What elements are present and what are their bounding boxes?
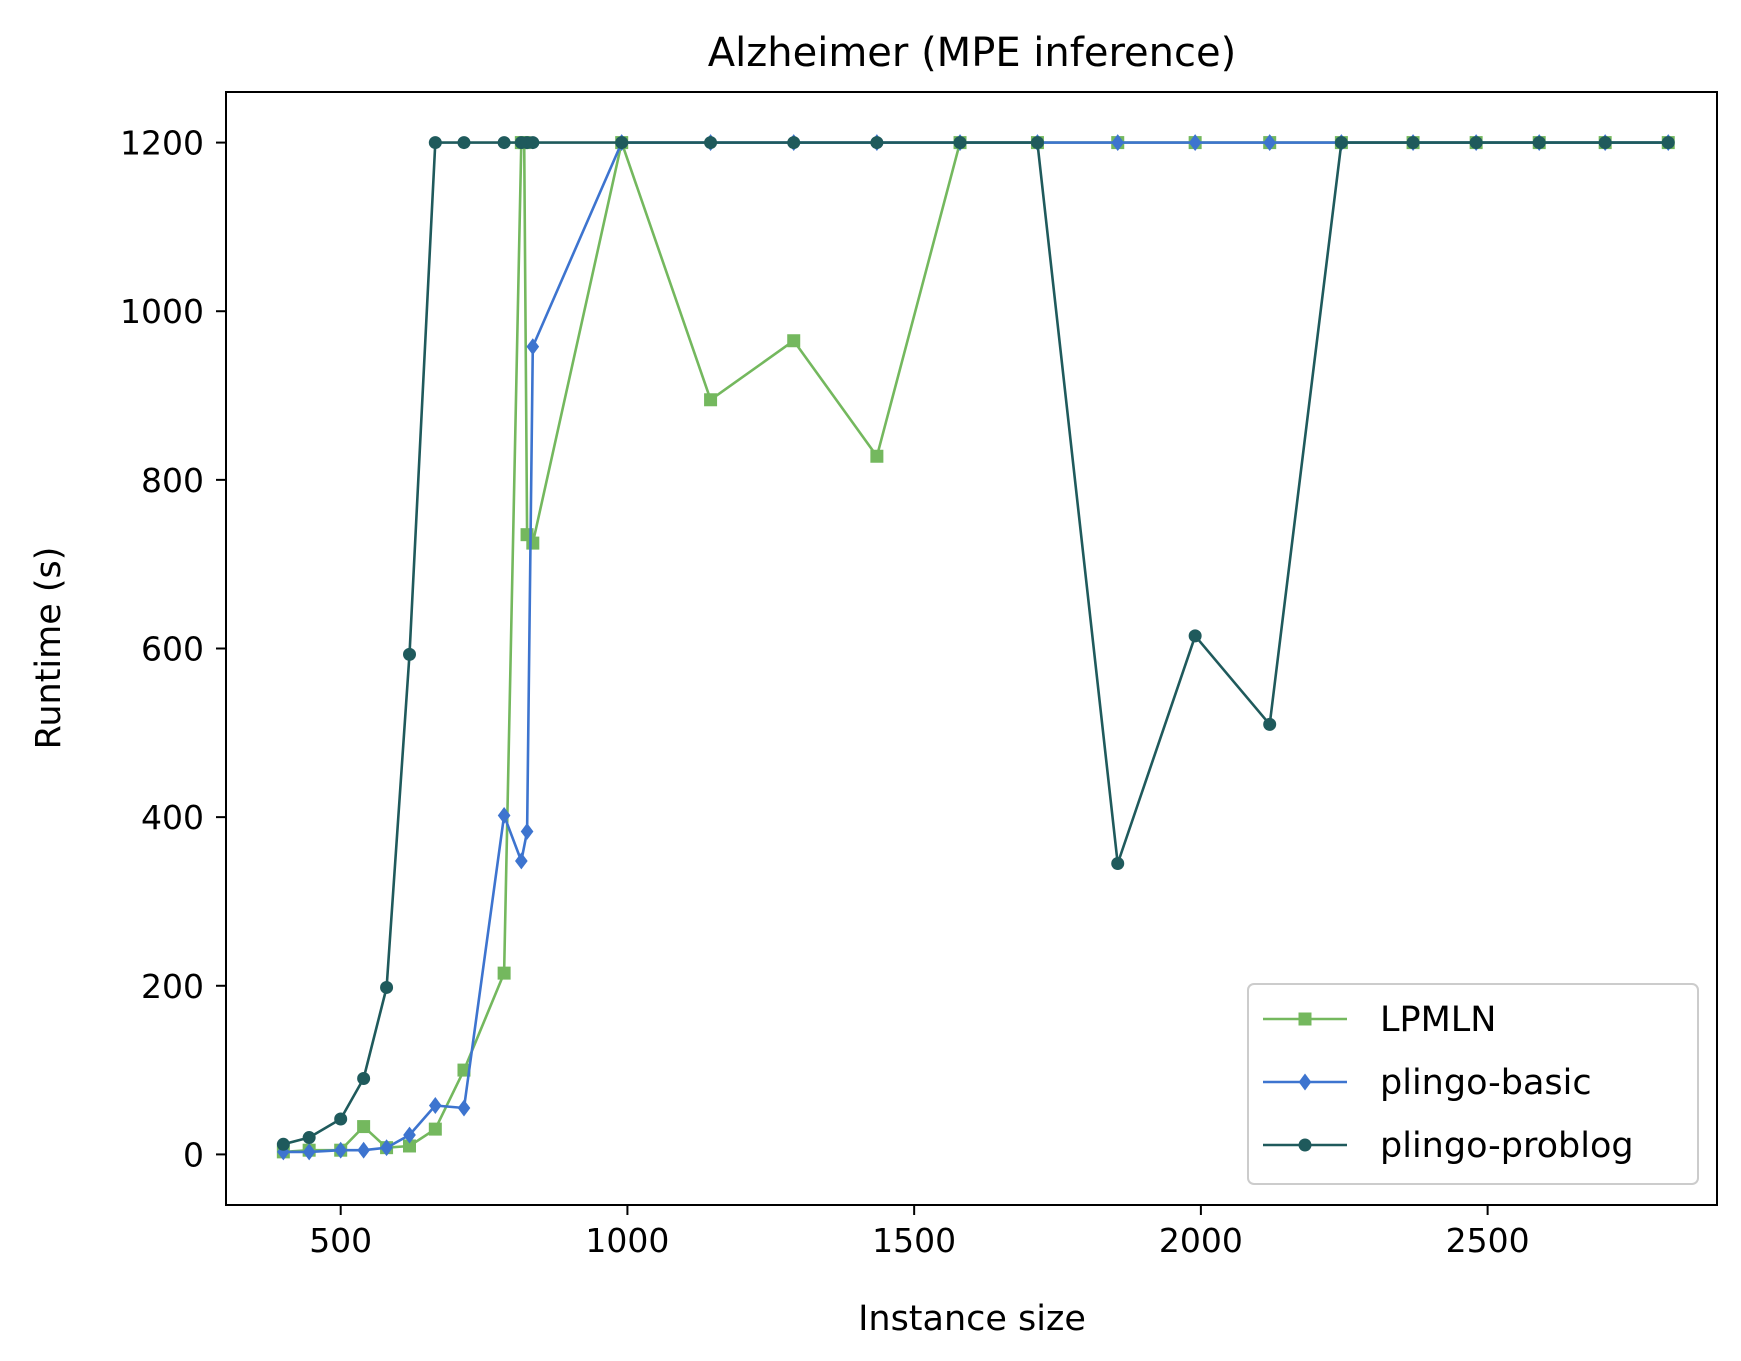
y-tick-label: 1200 — [120, 124, 204, 163]
series-layer — [276, 134, 1675, 1161]
x-tick-label: 1500 — [872, 1221, 956, 1260]
legend-marker-plingo-problog — [1298, 1138, 1312, 1152]
legend-marker-lpmln — [1298, 1012, 1312, 1026]
y-tick-label: 200 — [141, 967, 204, 1006]
data-point-plingo-problog — [276, 1137, 290, 1151]
data-point-plingo-problog — [1188, 629, 1202, 643]
data-point-plingo-problog — [1263, 717, 1277, 731]
data-point-lpmln — [870, 449, 884, 463]
legend-label-plingo-basic: plingo-basic — [1380, 1063, 1592, 1103]
y-tick-label: 0 — [183, 1135, 204, 1174]
data-point-lpmln — [497, 966, 511, 980]
series-plingo-problog — [276, 136, 1675, 1151]
x-tick-label: 2000 — [1159, 1221, 1243, 1260]
data-point-plingo-problog — [334, 1112, 348, 1126]
data-point-plingo-problog — [403, 647, 417, 661]
data-point-plingo-problog — [1406, 136, 1420, 150]
data-point-plingo-basic — [526, 338, 540, 356]
data-point-lpmln — [704, 393, 718, 407]
legend: LPMLN plingo-basic plingo-problog — [1247, 983, 1699, 1185]
data-point-lpmln — [403, 1139, 417, 1153]
data-point-plingo-problog — [1598, 136, 1612, 150]
data-point-plingo-basic — [1263, 134, 1277, 152]
legend-label-plingo-problog: plingo-problog — [1380, 1126, 1634, 1166]
x-axis-label: Instance size — [858, 1299, 1086, 1339]
data-point-plingo-problog — [870, 136, 884, 150]
data-point-plingo-problog — [302, 1131, 316, 1145]
data-point-plingo-problog — [497, 136, 511, 150]
data-point-plingo-problog — [787, 136, 801, 150]
data-point-plingo-basic — [497, 807, 511, 824]
data-point-plingo-basic — [1188, 134, 1202, 152]
legend-box — [1247, 983, 1699, 1185]
y-tick-label: 400 — [141, 798, 204, 837]
data-point-lpmln — [357, 1120, 371, 1134]
data-point-plingo-problog — [357, 1072, 371, 1086]
data-point-plingo-basic — [302, 1143, 316, 1161]
data-point-plingo-basic — [1111, 134, 1125, 152]
data-point-lpmln — [526, 536, 540, 550]
data-point-plingo-problog — [380, 980, 394, 994]
data-point-plingo-basic — [403, 1126, 416, 1144]
data-point-plingo-basic — [428, 1097, 442, 1114]
chart-title: Alzheimer (MPE inference) — [708, 30, 1236, 76]
x-axis: 500 1000 1500 2000 2500 — [309, 1205, 1530, 1260]
y-axis: 0 200 400 600 800 1000 1200 — [120, 124, 226, 1174]
data-point-plingo-basic — [334, 1141, 348, 1159]
y-tick-label: 600 — [141, 630, 204, 669]
y-tick-label: 800 — [141, 461, 204, 500]
data-point-plingo-basic — [357, 1141, 370, 1159]
data-point-plingo-problog — [1532, 136, 1546, 150]
y-axis-label: Runtime (s) — [29, 547, 69, 750]
data-point-lpmln — [787, 334, 801, 348]
data-point-plingo-basic — [380, 1139, 393, 1157]
data-point-plingo-problog — [704, 136, 718, 150]
data-point-lpmln — [428, 1122, 442, 1136]
data-point-plingo-basic — [514, 852, 528, 870]
data-point-plingo-problog — [1661, 136, 1675, 150]
data-point-plingo-basic — [457, 1099, 471, 1117]
x-tick-label: 500 — [309, 1221, 372, 1260]
data-point-plingo-problog — [526, 136, 540, 150]
data-point-plingo-problog — [1334, 136, 1348, 150]
data-point-plingo-problog — [1030, 136, 1044, 150]
data-point-plingo-problog — [428, 136, 442, 150]
x-tick-label: 2500 — [1446, 1221, 1530, 1260]
x-tick-label: 1000 — [585, 1221, 669, 1260]
legend-marker-plingo-basic — [1298, 1073, 1312, 1091]
data-point-plingo-problog — [1469, 136, 1483, 150]
data-point-plingo-problog — [1111, 857, 1125, 871]
data-point-plingo-problog — [615, 136, 629, 150]
y-tick-label: 1000 — [120, 292, 204, 331]
data-point-lpmln — [457, 1063, 471, 1077]
data-point-plingo-problog — [953, 136, 967, 150]
data-point-plingo-problog — [457, 136, 471, 150]
data-point-plingo-basic — [520, 823, 534, 840]
legend-label-lpmln: LPMLN — [1380, 1000, 1496, 1040]
